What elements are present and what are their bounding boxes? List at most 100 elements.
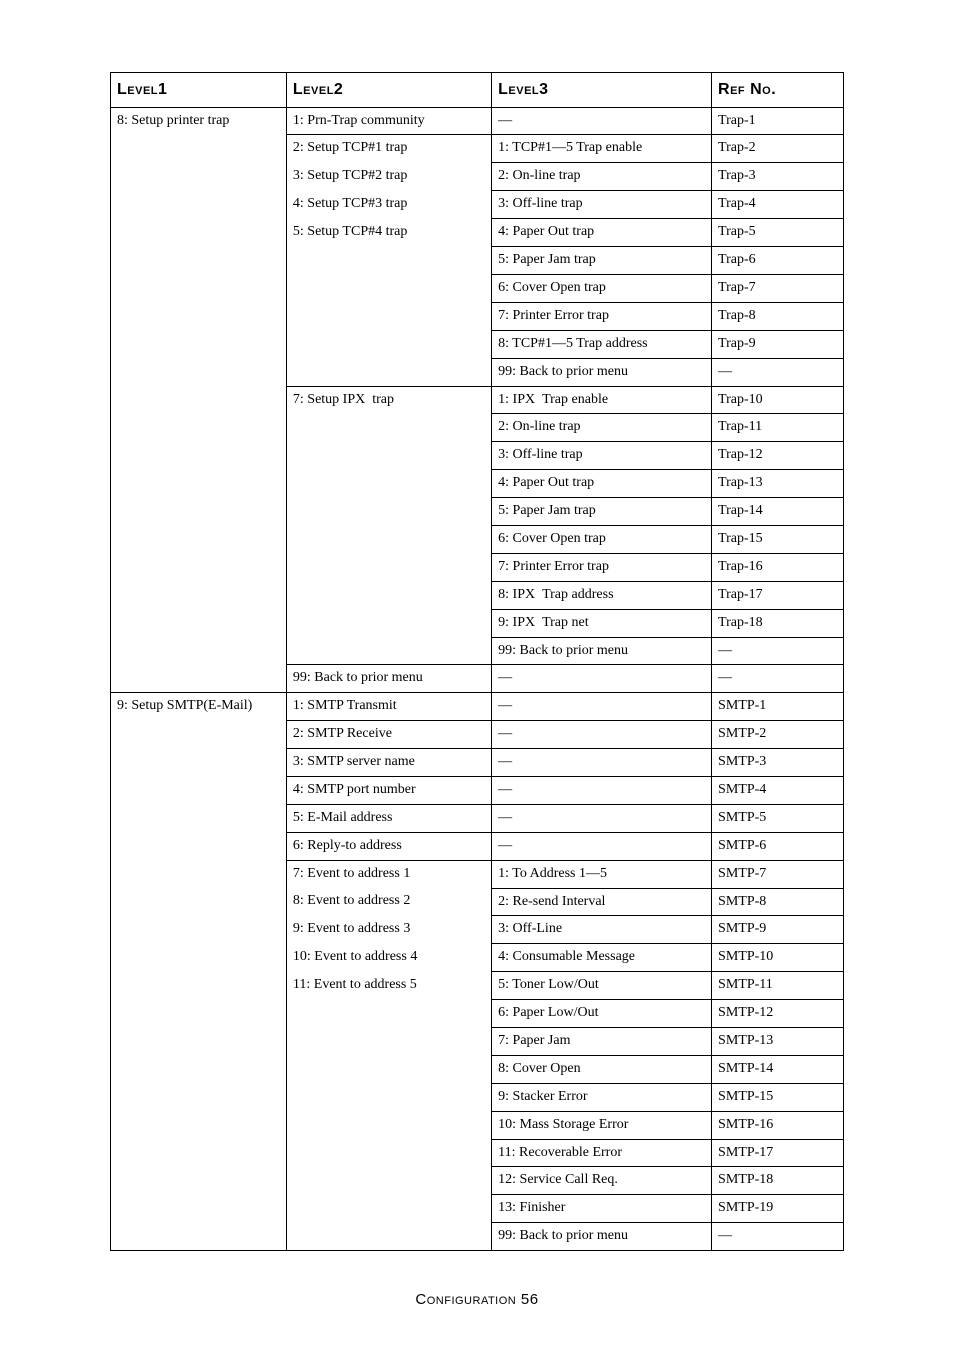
table-row: 99: Back to prior menu—— xyxy=(111,665,844,693)
table-row: 3: Setup TCP#2 trap2: On-line trapTrap-3 xyxy=(111,163,844,191)
table-row: 8: IPX Trap addressTrap-17 xyxy=(111,581,844,609)
cell-level1 xyxy=(111,525,287,553)
cell-level2 xyxy=(286,1027,491,1055)
table-row: 8: Cover OpenSMTP-14 xyxy=(111,1055,844,1083)
cell-level1 xyxy=(111,219,287,247)
cell-level3: — xyxy=(492,776,712,804)
cell-refno: Trap-9 xyxy=(712,330,844,358)
cell-level1 xyxy=(111,498,287,526)
cell-level3: 3: Off-line trap xyxy=(492,191,712,219)
cell-refno: Trap-1 xyxy=(712,107,844,135)
cell-level2: 6: Reply-to address xyxy=(286,832,491,860)
cell-refno: Trap-18 xyxy=(712,609,844,637)
cell-level3: 8: TCP#1—5 Trap address xyxy=(492,330,712,358)
cell-level2 xyxy=(286,1139,491,1167)
cell-level1 xyxy=(111,1000,287,1028)
cell-level3: 7: Printer Error trap xyxy=(492,302,712,330)
cell-level3: 12: Service Call Req. xyxy=(492,1167,712,1195)
cell-refno: SMTP-4 xyxy=(712,776,844,804)
cell-refno: Trap-4 xyxy=(712,191,844,219)
table-header-row: Level1 Level2 Level3 Ref No. xyxy=(111,73,844,108)
table-row: 8: TCP#1—5 Trap addressTrap-9 xyxy=(111,330,844,358)
cell-level3: 99: Back to prior menu xyxy=(492,1223,712,1251)
cell-level1 xyxy=(111,274,287,302)
cell-refno: — xyxy=(712,1223,844,1251)
cell-level2: 2: Setup TCP#1 trap xyxy=(286,135,491,163)
cell-refno: Trap-2 xyxy=(712,135,844,163)
cell-level3: 8: Cover Open xyxy=(492,1055,712,1083)
config-table: Level1 Level2 Level3 Ref No. 8: Setup pr… xyxy=(110,72,844,1251)
cell-refno: Trap-7 xyxy=(712,274,844,302)
cell-refno: SMTP-14 xyxy=(712,1055,844,1083)
cell-refno: SMTP-9 xyxy=(712,916,844,944)
table-row: 12: Service Call Req.SMTP-18 xyxy=(111,1167,844,1195)
table-row: 2: SMTP Receive—SMTP-2 xyxy=(111,721,844,749)
cell-level2: 3: SMTP server name xyxy=(286,749,491,777)
cell-refno: SMTP-19 xyxy=(712,1195,844,1223)
page: Level1 Level2 Level3 Ref No. 8: Setup pr… xyxy=(0,0,954,1348)
cell-level2 xyxy=(286,609,491,637)
cell-level1: 9: Setup SMTP(E-Mail) xyxy=(111,693,287,721)
cell-level3: 99: Back to prior menu xyxy=(492,637,712,665)
table-row: 8: Setup printer trap1: Prn-Trap communi… xyxy=(111,107,844,135)
cell-refno: Trap-3 xyxy=(712,163,844,191)
table-row: 99: Back to prior menu— xyxy=(111,358,844,386)
cell-level3: 8: IPX Trap address xyxy=(492,581,712,609)
table-row: 5: Paper Jam trapTrap-14 xyxy=(111,498,844,526)
cell-level1 xyxy=(111,1195,287,1223)
cell-level3: 10: Mass Storage Error xyxy=(492,1111,712,1139)
page-footer: Configuration 56 xyxy=(110,1291,844,1308)
cell-level2 xyxy=(286,1223,491,1251)
cell-level2 xyxy=(286,1055,491,1083)
cell-level3: 7: Printer Error trap xyxy=(492,553,712,581)
cell-level1 xyxy=(111,749,287,777)
table-row: 7: Event to address 11: To Address 1—5SM… xyxy=(111,860,844,888)
cell-level2: 1: SMTP Transmit xyxy=(286,693,491,721)
cell-refno: Trap-8 xyxy=(712,302,844,330)
table-row: 3: SMTP server name—SMTP-3 xyxy=(111,749,844,777)
cell-refno: SMTP-11 xyxy=(712,972,844,1000)
cell-level2: 5: Setup TCP#4 trap xyxy=(286,219,491,247)
cell-refno: SMTP-1 xyxy=(712,693,844,721)
table-row: 99: Back to prior menu— xyxy=(111,1223,844,1251)
cell-level3: 1: To Address 1—5 xyxy=(492,860,712,888)
cell-level3: — xyxy=(492,693,712,721)
cell-level3: 4: Consumable Message xyxy=(492,944,712,972)
table-row: 8: Event to address 22: Re-send Interval… xyxy=(111,888,844,916)
cell-level3: 4: Paper Out trap xyxy=(492,470,712,498)
cell-level1 xyxy=(111,776,287,804)
cell-refno: Trap-5 xyxy=(712,219,844,247)
cell-refno: Trap-13 xyxy=(712,470,844,498)
cell-level3: 2: On-line trap xyxy=(492,414,712,442)
cell-level2 xyxy=(286,274,491,302)
cell-level3: 2: Re-send Interval xyxy=(492,888,712,916)
cell-refno: — xyxy=(712,637,844,665)
cell-level1: 8: Setup printer trap xyxy=(111,107,287,135)
cell-level2: 10: Event to address 4 xyxy=(286,944,491,972)
cell-level3: 3: Off-Line xyxy=(492,916,712,944)
cell-level3: 9: IPX Trap net xyxy=(492,609,712,637)
cell-level3: — xyxy=(492,832,712,860)
table-body: 8: Setup printer trap1: Prn-Trap communi… xyxy=(111,107,844,1251)
table-row: 9: IPX Trap netTrap-18 xyxy=(111,609,844,637)
table-row: 99: Back to prior menu— xyxy=(111,637,844,665)
cell-refno: SMTP-5 xyxy=(712,804,844,832)
cell-level3: 5: Toner Low/Out xyxy=(492,972,712,1000)
cell-refno: SMTP-3 xyxy=(712,749,844,777)
table-row: 7: Printer Error trapTrap-8 xyxy=(111,302,844,330)
cell-refno: Trap-14 xyxy=(712,498,844,526)
cell-refno: Trap-17 xyxy=(712,581,844,609)
cell-level2 xyxy=(286,414,491,442)
cell-level3: 9: Stacker Error xyxy=(492,1083,712,1111)
table-row: 5: E-Mail address—SMTP-5 xyxy=(111,804,844,832)
cell-level1 xyxy=(111,470,287,498)
cell-refno: SMTP-15 xyxy=(712,1083,844,1111)
cell-level3: 6: Cover Open trap xyxy=(492,525,712,553)
cell-level3: 1: IPX Trap enable xyxy=(492,386,712,414)
cell-level3: 4: Paper Out trap xyxy=(492,219,712,247)
cell-level1 xyxy=(111,888,287,916)
cell-level1 xyxy=(111,302,287,330)
header-level1: Level1 xyxy=(111,73,287,108)
table-row: 6: Reply-to address—SMTP-6 xyxy=(111,832,844,860)
table-row: 6: Cover Open trapTrap-7 xyxy=(111,274,844,302)
